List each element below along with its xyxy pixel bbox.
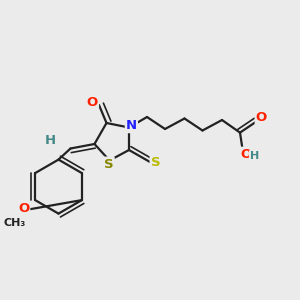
Text: O: O (18, 202, 29, 215)
Text: O: O (240, 148, 252, 161)
Text: S: S (151, 155, 160, 169)
Text: CH₃: CH₃ (4, 218, 26, 228)
Text: O: O (87, 96, 98, 109)
Text: H: H (250, 151, 259, 161)
Text: N: N (126, 119, 137, 132)
Text: H: H (45, 134, 56, 147)
Text: S: S (104, 158, 114, 171)
Text: O: O (256, 111, 267, 124)
